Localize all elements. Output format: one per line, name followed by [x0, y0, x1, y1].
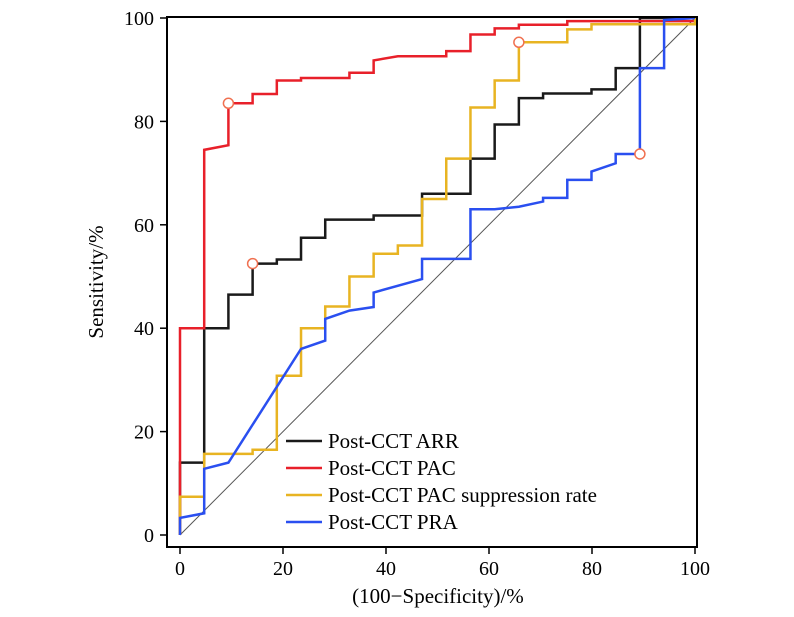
x-tick-label: 60 — [479, 558, 499, 580]
cutoff-point-3 — [634, 148, 646, 160]
x-axis-label: (100−Specificity)/% — [352, 584, 524, 608]
x-tick-label: 100 — [680, 558, 710, 580]
x-tick-label: 40 — [376, 558, 396, 580]
y-tick-label: 80 — [134, 111, 154, 133]
legend-label-0: Post-CCT ARR — [328, 429, 459, 453]
plot-frame — [166, 16, 698, 548]
cutoff-point-0 — [246, 257, 259, 270]
y-tick-label: 60 — [134, 215, 154, 237]
legend-label-2: Post-CCT PAC suppression rate — [328, 483, 597, 507]
y-tick-label: 100 — [124, 8, 154, 30]
y-tick-label: 40 — [134, 318, 154, 340]
x-tick-label: 0 — [175, 558, 185, 580]
y-tick-label: 0 — [144, 525, 154, 547]
y-tick-label: 20 — [134, 422, 154, 444]
series-line-3 — [178, 16, 696, 535]
y-axis-label: Sensitivity/% — [84, 225, 108, 338]
legend-label-1: Post-CCT PAC — [328, 456, 456, 480]
x-tick-label: 80 — [582, 558, 602, 580]
cutoff-point-1 — [222, 97, 235, 110]
cutoff-point-2 — [513, 36, 525, 49]
series-line-1 — [178, 18, 697, 535]
legend-label-3: Post-CCT PRA — [328, 510, 459, 534]
series-line-2 — [178, 18, 697, 535]
legend: Post-CCT ARR Post-CCT PAC Post-CCT PAC sup… — [286, 429, 597, 534]
x-tick-label: 20 — [273, 558, 293, 580]
